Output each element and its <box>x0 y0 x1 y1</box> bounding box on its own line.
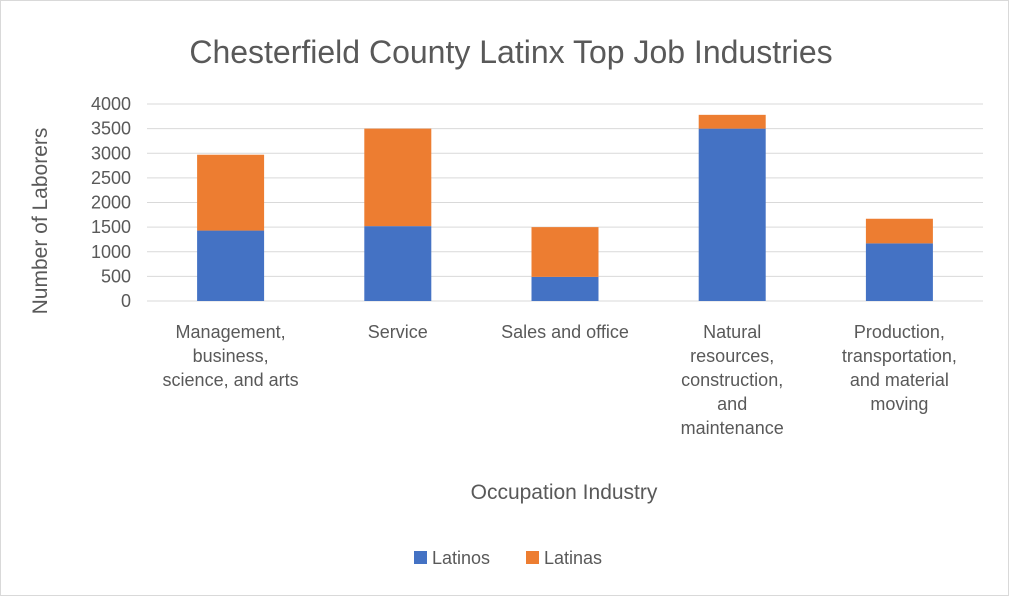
y-tick-label: 3000 <box>91 143 131 163</box>
x-tick-line: resources, <box>690 346 774 366</box>
y-axis-ticks: 0 500 1000 1500 2000 2500 3000 3500 4000 <box>91 94 131 311</box>
legend-swatch-latinas <box>526 551 539 564</box>
x-tick-line: business, <box>193 346 269 366</box>
x-tick-line: and material <box>850 370 949 390</box>
bar-latinos-3 <box>698 128 766 301</box>
x-tick-label: Natural resources, construction, and mainten… <box>681 322 784 438</box>
x-axis-title: Occupation Industry <box>471 481 658 504</box>
x-tick-line: Service <box>368 322 428 342</box>
x-tick-label: Sales and office <box>501 322 629 342</box>
y-tick-label: 0 <box>121 291 131 311</box>
legend-label-latinas: Latinas <box>544 548 602 568</box>
bars <box>197 114 933 301</box>
x-tick-line: Management, <box>176 322 286 342</box>
bar-latinas-2 <box>531 227 599 277</box>
x-tick-label: Management, business, science, and arts <box>163 322 299 390</box>
gridlines <box>147 103 983 302</box>
x-tick-line: and <box>717 394 747 414</box>
x-axis-ticks: Management, business, science, and arts Ser… <box>163 322 957 438</box>
x-tick-line: Natural <box>703 322 761 342</box>
y-tick-label: 1000 <box>91 242 131 262</box>
y-tick-label: 2500 <box>91 168 131 188</box>
bar-latinos-1 <box>364 226 432 301</box>
x-tick-label: Service <box>368 322 428 342</box>
x-tick-line: transportation, <box>842 346 957 366</box>
bar-latinos-4 <box>865 243 933 301</box>
legend-label-latinos: Latinos <box>432 548 490 568</box>
y-tick-label: 1500 <box>91 217 131 237</box>
bar-latinas-1 <box>364 128 432 227</box>
x-tick-label: Production, transportation, and material mo… <box>842 322 957 414</box>
bar-latinas-4 <box>865 218 933 244</box>
x-tick-line: moving <box>870 394 928 414</box>
x-tick-line: Sales and office <box>501 322 629 342</box>
x-tick-line: maintenance <box>681 418 784 438</box>
legend: Latinos Latinas <box>414 548 602 568</box>
y-tick-label: 3500 <box>91 119 131 139</box>
x-tick-line: Production, <box>854 322 945 342</box>
legend-swatch-latinos <box>414 551 427 564</box>
x-tick-line: construction, <box>681 370 783 390</box>
y-tick-label: 4000 <box>91 94 131 114</box>
bar-latinas-0 <box>197 154 265 231</box>
bar-latinos-2 <box>531 276 599 301</box>
bar-latinas-3 <box>698 114 766 129</box>
y-tick-label: 500 <box>101 266 131 286</box>
y-axis-title: Number of Laborers <box>29 128 52 315</box>
y-tick-label: 2000 <box>91 193 131 213</box>
bar-latinos-0 <box>197 230 265 301</box>
chart-title: Chesterfield County Latinx Top Job Indus… <box>189 34 832 70</box>
x-tick-line: science, and arts <box>163 370 299 390</box>
